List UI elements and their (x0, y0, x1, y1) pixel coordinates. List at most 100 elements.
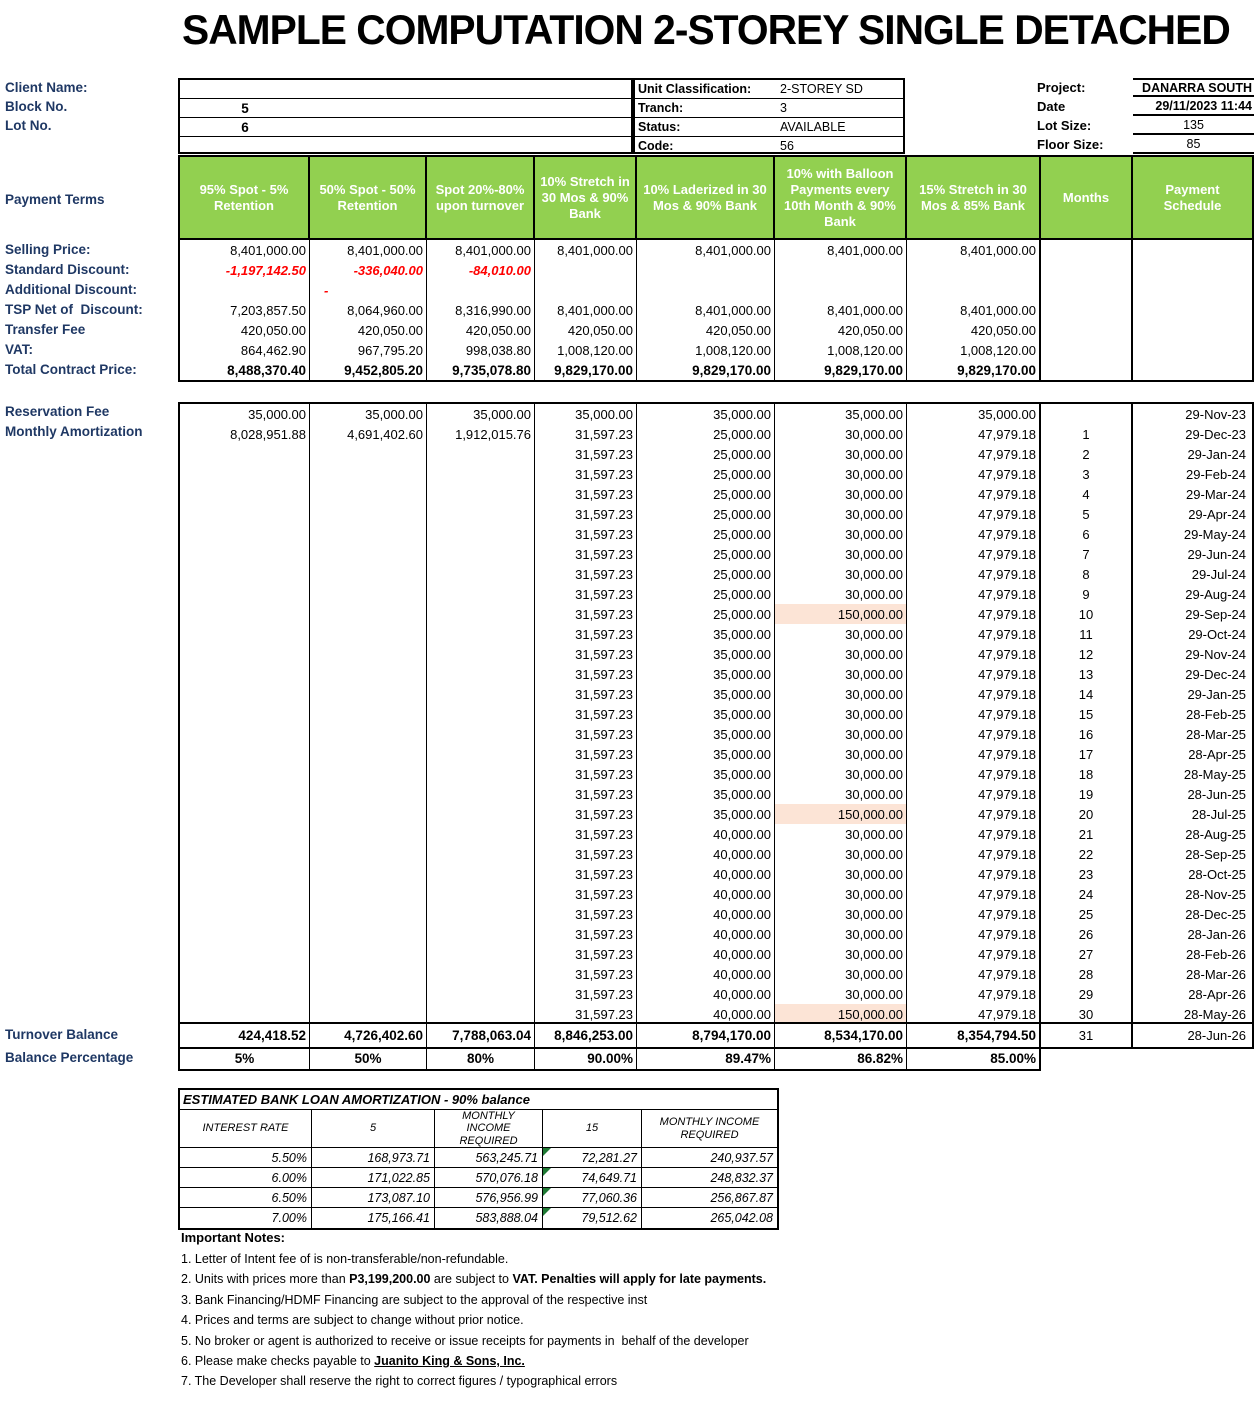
amort-cell (310, 484, 427, 504)
amort-cell (427, 584, 535, 604)
amort-cell: 47,979.18 (907, 924, 1041, 944)
amort-cell: 47,979.18 (907, 564, 1041, 584)
amort-cell: 40,000.00 (637, 964, 775, 984)
amort-cell: 25,000.00 (637, 524, 775, 544)
turnover-date-cell: 28-Jun-26 (1133, 1024, 1254, 1047)
amort-cell (178, 584, 310, 604)
amort-cell: 30,000.00 (775, 844, 907, 864)
amort-cell (178, 924, 310, 944)
amort-cell: 31,597.23 (535, 804, 637, 824)
lot-no-value[interactable]: 6 (241, 119, 249, 135)
note-text: 4. Prices and terms are subject to chang… (181, 1313, 524, 1328)
price-row-label: VAT: (5, 342, 33, 357)
amort-cell (427, 504, 535, 524)
amort-cell: 31,597.23 (535, 984, 637, 1004)
amort-cell: 30,000.00 (775, 724, 907, 744)
price-cell (637, 280, 775, 300)
turnover-cell: 8,354,794.50 (907, 1024, 1041, 1047)
column-header-3: 10% Stretch in 30 Mos & 90% Bank (535, 155, 637, 240)
price-cell: 1,008,120.00 (775, 340, 907, 360)
balance-percentage-label: Balance Percentage (5, 1050, 134, 1065)
bank-header-cell: INTEREST RATE (180, 1110, 312, 1148)
payment-date-cell: 28-Apr-25 (1133, 744, 1254, 764)
code-label: Code: (638, 139, 674, 153)
price-cell: 420,050.00 (775, 320, 907, 340)
note-item: 4. Prices and terms are subject to chang… (181, 1313, 524, 1333)
amort-cell: 31,597.23 (535, 604, 637, 624)
amort-cell: 31,597.23 (535, 844, 637, 864)
amort-cell (310, 764, 427, 784)
amort-cell: 47,979.18 (907, 424, 1041, 444)
bank-value-cell: 173,087.10 (312, 1188, 435, 1208)
payment-schedule-empty-cell (1133, 240, 1254, 380)
price-cell (907, 280, 1041, 300)
block-no-value[interactable]: 5 (241, 100, 249, 116)
lot-no-field[interactable]: 6 (180, 118, 631, 137)
column-header-5: 10% with Balloon Payments every 10th Mon… (775, 155, 907, 240)
price-cell: 9,452,805.20 (310, 360, 427, 380)
amort-cell (178, 804, 310, 824)
price-cell: - (310, 280, 427, 300)
amort-cell: 25,000.00 (637, 444, 775, 464)
column-header-6: 15% Stretch in 30 Mos & 85% Bank (907, 155, 1041, 240)
status-label: Status: (638, 120, 681, 134)
amort-cell: 25,000.00 (637, 484, 775, 504)
amort-cell (178, 524, 310, 544)
amort-cell (178, 844, 310, 864)
note-text: 5. No broker or agent is authorized to r… (181, 1333, 749, 1348)
amort-cell (427, 924, 535, 944)
price-cell: 420,050.00 (310, 320, 427, 340)
amort-cell: 35,000.00 (637, 724, 775, 744)
payment-date-cell: 29-May-24 (1133, 524, 1254, 544)
amort-cell: 47,979.18 (907, 784, 1041, 804)
lot-size-label: Lot Size: (1037, 118, 1092, 133)
amort-cell: 31,597.23 (535, 864, 637, 884)
payment-date-cell: 29-Jul-24 (1133, 564, 1254, 584)
note-text: Juanito King & Sons, Inc. (374, 1354, 525, 1368)
amort-cell (178, 544, 310, 564)
amort-cell: 35,000.00 (637, 684, 775, 704)
note-text: 1. Letter of Intent fee of is non-transf… (181, 1252, 509, 1266)
amort-cell: 30,000.00 (775, 464, 907, 484)
amort-cell: 40,000.00 (637, 924, 775, 944)
note-text: 3. Bank Financing/HDMF Financing are sub… (181, 1292, 648, 1307)
month-number-cell: 12 (1041, 644, 1133, 664)
amort-cell: 31,597.23 (535, 1004, 637, 1024)
amort-cell (310, 564, 427, 584)
price-cell: 8,064,960.00 (310, 300, 427, 320)
balance-pct-cell: 90.00% (535, 1047, 637, 1069)
month-number-cell: 15 (1041, 704, 1133, 724)
price-cell: 9,829,170.00 (535, 360, 637, 380)
price-cell: 9,829,170.00 (775, 360, 907, 380)
month-number-cell: 17 (1041, 744, 1133, 764)
amort-cell: 31,597.23 (535, 504, 637, 524)
month-number-cell: 22 (1041, 844, 1133, 864)
block-no-field[interactable]: 5 (180, 99, 631, 118)
payment-date-cell: 28-Mar-26 (1133, 964, 1254, 984)
amort-cell: 47,979.18 (907, 524, 1041, 544)
amort-cell (310, 704, 427, 724)
price-cell: 998,038.80 (427, 340, 535, 360)
unit-info-box: Unit Classification: 2-STOREY SD Tranch:… (633, 78, 905, 154)
floor-size-label: Floor Size: (1037, 137, 1104, 152)
payment-date-cell: 28-May-25 (1133, 764, 1254, 784)
price-row-label: Additional Discount: (5, 282, 137, 297)
note-item: 6. Please make checks payable to Juanito… (181, 1354, 525, 1374)
amort-cell: 30,000.00 (775, 884, 907, 904)
price-cell: 420,050.00 (178, 320, 310, 340)
balance-percentage-row: 5% 50% 80% 90.00% 89.47% 86.82% 85.00% (178, 1047, 1041, 1071)
amort-cell: 40,000.00 (637, 904, 775, 924)
amort-cell: 25,000.00 (637, 464, 775, 484)
client-name-field[interactable] (180, 80, 631, 99)
amort-cell: 31,597.23 (535, 484, 637, 504)
block-no-label: Block No. (5, 99, 68, 114)
amort-cell (178, 744, 310, 764)
status-value: AVAILABLE (780, 120, 846, 134)
amort-cell: 25,000.00 (637, 604, 775, 624)
amort-cell (310, 544, 427, 564)
amort-cell: 150,000.00 (775, 804, 907, 824)
payment-date-cell: 29-Dec-23 (1133, 424, 1254, 444)
price-cell: -336,040.00 (310, 260, 427, 280)
amort-cell (178, 644, 310, 664)
amort-cell (427, 784, 535, 804)
